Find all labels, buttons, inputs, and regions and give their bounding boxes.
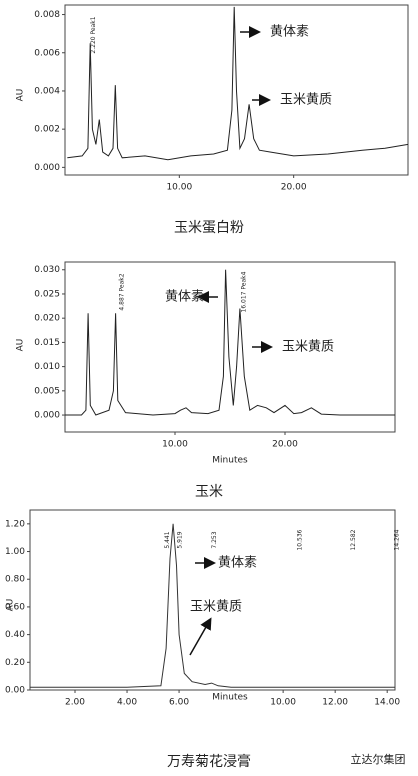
y-tick-label: 1.00 xyxy=(5,547,25,557)
y-tick-label: 0.000 xyxy=(34,411,60,421)
x-tick-label: 10.00 xyxy=(162,440,188,450)
trace xyxy=(67,6,409,161)
x-tick-label: 20.00 xyxy=(281,183,307,193)
trace xyxy=(65,269,395,416)
x-tick-label: 10.00 xyxy=(166,183,192,193)
annotation: 黄体素 xyxy=(165,290,204,305)
peak-label: 5.919 xyxy=(176,531,183,548)
chart-title: 玉米 xyxy=(195,484,223,500)
y-axis-label: AU xyxy=(16,89,26,102)
x-tick-label: 20.00 xyxy=(272,440,298,450)
peak-label: 7.253 xyxy=(211,531,218,548)
y-axis-label: AU xyxy=(6,599,16,612)
x-tick-label: 14.00 xyxy=(374,698,400,708)
y-tick-label: 0.60 xyxy=(5,602,25,612)
peak-label: 5.441 xyxy=(164,531,171,548)
y-tick-label: 0.002 xyxy=(34,125,60,135)
y-tick-label: 0.015 xyxy=(34,338,60,348)
y-tick-label: 0.40 xyxy=(5,630,25,640)
y-tick-label: 0.005 xyxy=(34,386,60,396)
peak-label: 2.220 Peak1 xyxy=(90,16,97,53)
x-tick-label: 10.00 xyxy=(270,698,296,708)
y-tick-label: 0.80 xyxy=(5,575,25,585)
plot-frame xyxy=(29,509,396,691)
watermark: 立达尔集团 xyxy=(351,752,406,766)
x-tick-label: 4.00 xyxy=(117,698,137,708)
y-tick-label: 0.020 xyxy=(34,314,60,324)
chart-title: 玉米蛋白粉 xyxy=(174,220,244,236)
peak-label: 16.017 Peak4 xyxy=(241,271,248,312)
annotation-arrow xyxy=(189,617,212,656)
x-tick-label: 12.00 xyxy=(322,698,348,708)
chart-title: 万寿菊花浸膏 xyxy=(167,753,251,770)
plot-frame xyxy=(64,4,409,176)
y-tick-label: 1.20 xyxy=(5,519,25,529)
x-tick-label: 2.00 xyxy=(65,698,85,708)
y-tick-label: 0.006 xyxy=(34,48,60,58)
y-axis-label: AU xyxy=(16,339,26,352)
y-tick-label: 0.008 xyxy=(34,10,60,20)
annotation: 玉米黄质 xyxy=(280,93,332,108)
peak-label: 12.582 xyxy=(350,529,357,550)
y-tick-label: 0.20 xyxy=(5,658,25,668)
trace xyxy=(30,523,395,688)
x-tick-label: 6.00 xyxy=(169,698,189,708)
annotation: 黄体素 xyxy=(270,25,309,40)
annotation: 黄体素 xyxy=(218,556,257,571)
y-tick-label: 0.010 xyxy=(34,362,60,372)
y-tick-label: 0.00 xyxy=(5,686,25,696)
y-tick-label: 0.004 xyxy=(34,86,60,96)
peak-label: 10.536 xyxy=(297,529,304,550)
y-tick-label: 0.000 xyxy=(34,163,60,173)
y-tick-label: 0.025 xyxy=(34,289,60,299)
plot-frame xyxy=(64,261,396,433)
peak-label: 4.887 Peak2 xyxy=(118,273,125,310)
annotation: 玉米黄质 xyxy=(282,340,334,355)
x-axis-label: Minutes xyxy=(212,456,248,466)
peak-label: 14.264 xyxy=(394,529,401,550)
y-tick-label: 0.030 xyxy=(34,265,60,275)
annotation: 玉米黄质 xyxy=(190,600,242,615)
x-axis-label: Minutes xyxy=(212,693,248,703)
